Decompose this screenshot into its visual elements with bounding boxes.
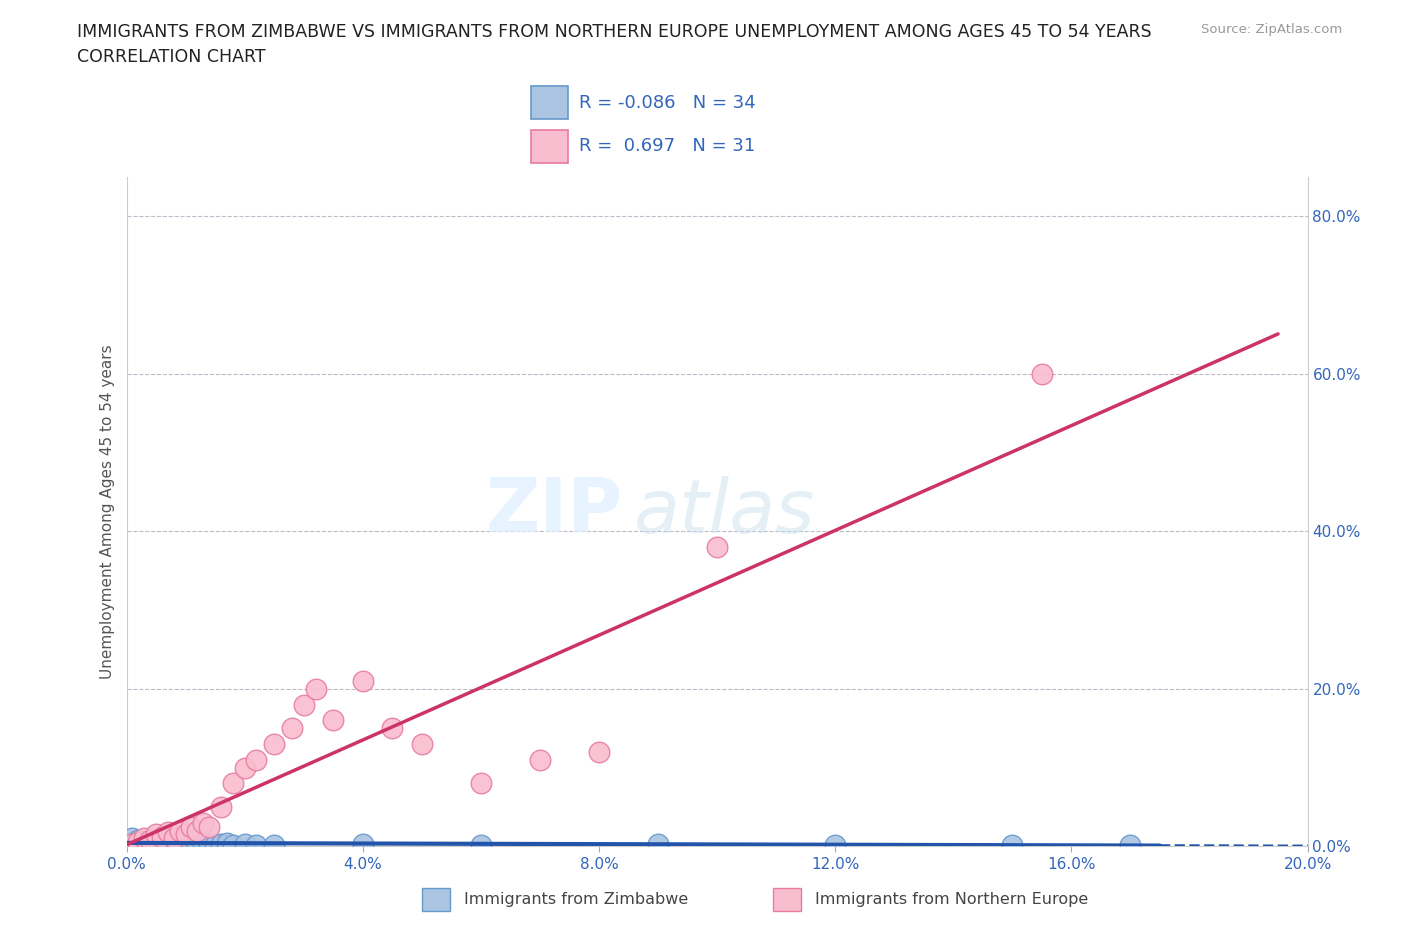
Point <box>180 819 202 834</box>
Point <box>150 830 173 844</box>
Point <box>209 836 232 851</box>
Point <box>150 836 173 851</box>
Point <box>204 837 226 852</box>
Point <box>121 836 143 851</box>
Bar <box>422 888 450 911</box>
Text: CORRELATION CHART: CORRELATION CHART <box>77 48 266 66</box>
Point <box>139 834 162 849</box>
Point <box>352 836 374 851</box>
Point <box>174 835 197 850</box>
Point <box>156 836 179 851</box>
Point <box>1119 837 1142 852</box>
Point <box>411 737 433 751</box>
Point <box>647 836 669 851</box>
Point <box>163 831 186 846</box>
Point <box>145 837 167 852</box>
Point <box>304 682 326 697</box>
Text: ZIP: ZIP <box>485 475 623 548</box>
Point <box>193 836 215 851</box>
Point <box>245 752 267 767</box>
Point <box>292 698 315 712</box>
Point <box>134 836 156 851</box>
Point <box>174 827 197 842</box>
Point <box>263 837 285 852</box>
Point <box>529 752 551 767</box>
Point <box>222 837 245 852</box>
Y-axis label: Unemployment Among Ages 45 to 54 years: Unemployment Among Ages 45 to 54 years <box>100 344 115 679</box>
Bar <box>773 888 801 911</box>
Point <box>352 673 374 688</box>
Point <box>150 835 173 850</box>
Point <box>145 832 167 847</box>
Point <box>145 827 167 842</box>
Point <box>186 837 208 852</box>
Point <box>193 816 215 830</box>
Point <box>233 836 256 851</box>
Point <box>134 831 156 846</box>
Point <box>139 832 162 847</box>
Point <box>245 837 267 852</box>
Point <box>470 776 492 790</box>
Point <box>1001 837 1024 852</box>
Point <box>156 825 179 840</box>
Text: Immigrants from Zimbabwe: Immigrants from Zimbabwe <box>464 892 688 908</box>
Text: Immigrants from Northern Europe: Immigrants from Northern Europe <box>815 892 1088 908</box>
Text: R =  0.697   N = 31: R = 0.697 N = 31 <box>579 137 755 154</box>
Point <box>233 760 256 775</box>
Text: R = -0.086   N = 34: R = -0.086 N = 34 <box>579 94 755 112</box>
Text: Source: ZipAtlas.com: Source: ZipAtlas.com <box>1202 23 1343 36</box>
Bar <box>531 130 568 163</box>
Point <box>156 833 179 848</box>
Point <box>163 836 186 851</box>
Point <box>1031 366 1053 381</box>
Point <box>198 836 221 851</box>
Bar <box>531 86 568 119</box>
Point <box>174 837 197 852</box>
Point <box>198 819 221 834</box>
Point <box>163 834 186 849</box>
Point <box>215 836 238 851</box>
Point <box>263 737 285 751</box>
Point <box>706 539 728 554</box>
Point <box>139 836 162 851</box>
Point <box>281 721 304 736</box>
Point <box>588 744 610 759</box>
Text: atlas: atlas <box>634 475 815 548</box>
Point <box>322 712 344 727</box>
Point <box>169 823 191 838</box>
Point <box>186 823 208 838</box>
Text: IMMIGRANTS FROM ZIMBABWE VS IMMIGRANTS FROM NORTHERN EUROPE UNEMPLOYMENT AMONG A: IMMIGRANTS FROM ZIMBABWE VS IMMIGRANTS F… <box>77 23 1152 41</box>
Point <box>169 836 191 851</box>
Point <box>127 835 149 850</box>
Point <box>121 835 143 850</box>
Point <box>209 800 232 815</box>
Point <box>824 837 846 852</box>
Point <box>381 721 404 736</box>
Point <box>470 837 492 852</box>
Point <box>121 831 143 846</box>
Point <box>180 836 202 851</box>
Point <box>127 832 149 847</box>
Point <box>222 776 245 790</box>
